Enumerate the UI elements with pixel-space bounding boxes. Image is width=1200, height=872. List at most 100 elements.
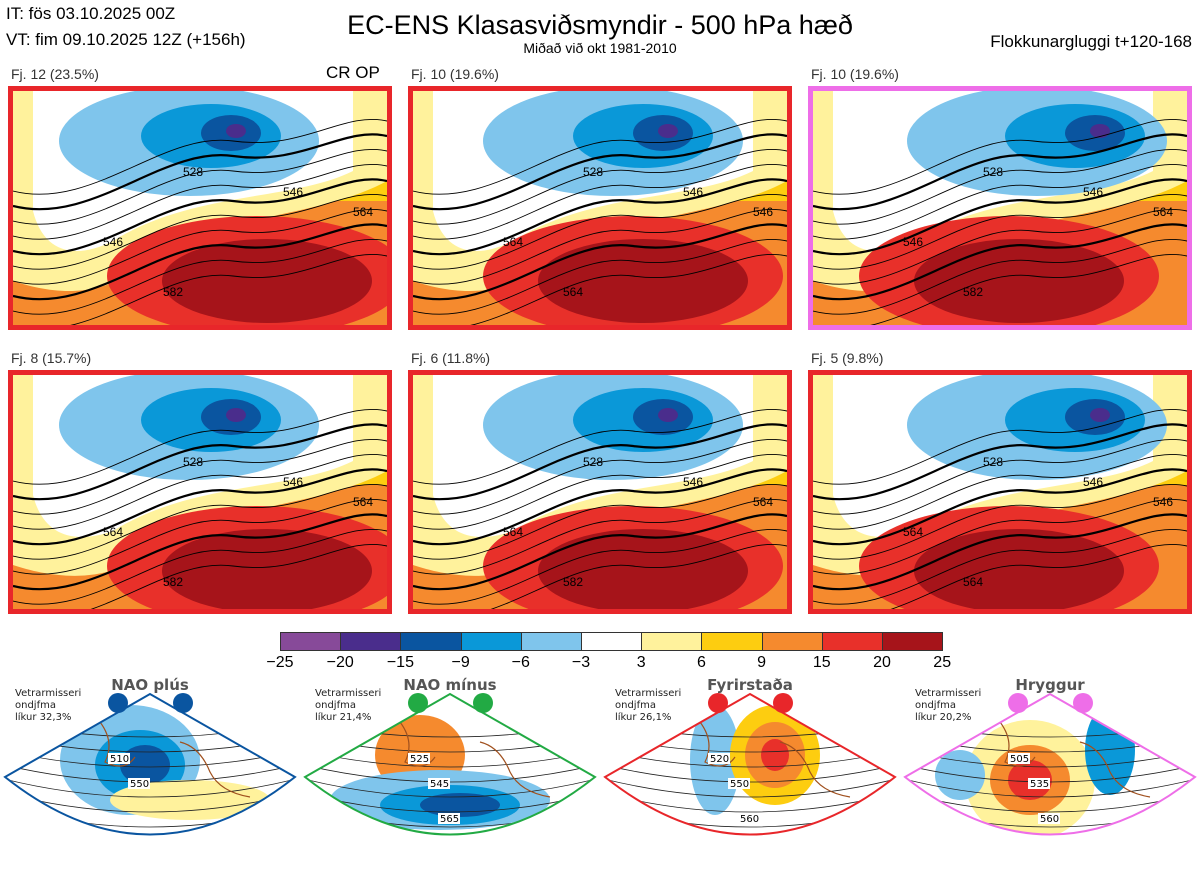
regime-marker-icon [108,693,128,713]
height-contour [413,454,787,530]
regime-outline [903,692,1197,836]
regime-map: 525 545 565 [303,692,597,836]
contour-label: 528 [583,455,603,469]
height-contour [605,833,895,835]
contour-label: 528 [983,165,1003,179]
colorbar-swatch [882,632,944,651]
regime-prob: líkur 26,1% [615,712,672,723]
contour-label: 546 [683,475,703,489]
height-contour [13,529,387,605]
height-contour [13,499,387,575]
height-contour [813,209,1187,285]
height-contour [13,409,387,485]
contour-label: 546 [283,185,303,199]
regime-season: Vetrarmisseri [615,688,682,699]
regime-info: Vetrarmisseri ondjfma líkur 21,4% [315,688,381,724]
contour-label: 546 [283,475,303,489]
regime-title: Fyrirstaða [707,676,793,694]
contour-label: 564 [903,525,923,539]
height-contour [13,119,387,195]
height-contour [413,223,787,301]
colorbar-tick: 3 [636,654,646,671]
contour-label: 582 [563,575,583,589]
regime-marker-icon [773,693,793,713]
regime-marker-icon [408,693,428,713]
height-contour [869,254,1187,325]
regime-marker-icon [473,693,493,713]
height-contour [413,194,787,270]
cluster-map: 528 546 564 546 564 [808,370,1192,614]
regime-map: 510 550 [3,692,297,836]
regime-outline [3,692,297,836]
height-contour [813,194,1187,270]
colorbar-tick: −25 [266,654,294,671]
height-contour [813,223,1187,301]
contour-label: 582 [163,285,183,299]
regime-season: Vetrarmisseri [315,688,382,699]
height-contour [813,513,1187,591]
contour-label: 546 [103,235,123,249]
height-contour [413,409,787,485]
height-contour [905,833,1195,835]
cluster-map: 528 546 546 564 582 [8,86,392,330]
height-contour [813,439,1187,515]
panel-label: Fj. 10 (19.6%) [811,66,899,82]
height-contour [813,239,1187,315]
height-contour [413,149,787,225]
colorbar-swatch [400,632,462,651]
height-contour [605,777,895,798]
page-title: EC-ENS Klasasviðsmyndir - 500 hPa hæð [347,10,853,40]
height-contour [13,454,387,530]
height-contour [413,468,787,546]
cluster-map: 528 546 546 564 582 [808,86,1192,330]
contour-label: 546 [753,205,773,219]
height-contour [13,484,387,560]
panel-label: Fj. 8 (15.7%) [11,350,92,366]
height-contour [13,178,387,256]
colorbar-tick: −20 [326,654,354,671]
height-contour [813,423,1187,501]
regime-title: NAO plús [111,676,189,694]
height-contour [13,239,387,315]
colorbar-tick: 25 [933,654,952,671]
height-contour [13,149,387,225]
contour-label: 565 [440,814,459,825]
cluster-map: 528 546 564 546 564 [408,86,792,330]
op-label: CR OP [326,63,380,82]
height-contour [813,468,1187,546]
contour-label: 564 [753,495,773,509]
colorbar-tick: −6 [511,654,530,671]
contour-label: 546 [683,185,703,199]
height-contour [813,119,1187,195]
colorbar-swatch [460,632,522,651]
contour-label: 550 [730,779,749,790]
height-contour [5,833,295,835]
init-time: IT: fös 03.10.2025 00Z [6,4,176,23]
height-contour [813,149,1187,225]
height-contour [890,544,1187,609]
regime-marker-icon [1073,693,1093,713]
regime-info: Vetrarmisseri ondjfma líkur 26,1% [615,688,681,724]
height-contour [413,178,787,256]
height-contour [13,194,387,270]
contour-label: 545 [430,779,449,790]
regime-prob: líkur 20,2% [915,712,972,723]
valid-time: VT: fim 09.10.2025 12Z (+156h) [6,30,246,49]
contour-label: 505 [1010,754,1029,765]
colorbar-tick: 20 [873,654,891,671]
colorbar-tick: −9 [451,654,470,671]
contour-label: 528 [183,455,203,469]
colorbar-swatch [641,632,703,651]
contour-label: 564 [563,285,583,299]
contour-label: 564 [1153,205,1173,219]
contour-label: 520 [710,754,729,765]
panel-label: Fj. 12 (23.5%) [11,66,99,82]
panel-label: Fj. 5 (9.8%) [811,350,884,366]
contour-label: 546 [1153,495,1173,509]
height-contour [813,499,1187,575]
cluster-map: 528 546 564 564 582 [8,370,392,614]
height-contour [413,119,787,195]
panel-label: Fj. 10 (19.6%) [411,66,499,82]
height-contour [69,254,387,325]
regime-prob: líkur 32,3% [15,712,72,723]
